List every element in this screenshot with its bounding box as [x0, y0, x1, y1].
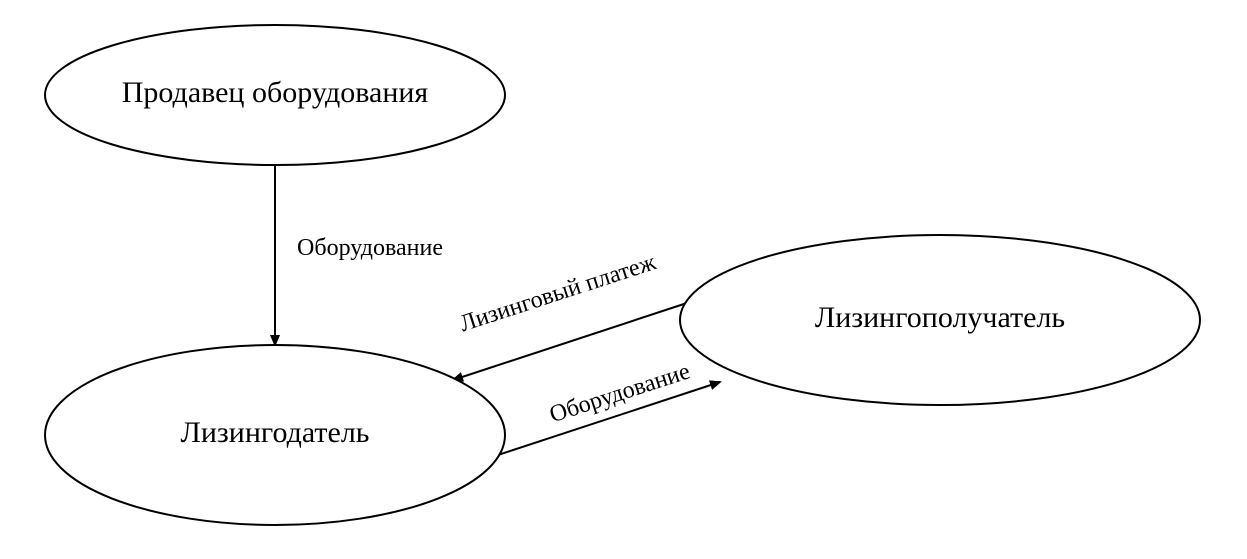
node-label-seller: Продавец оборудования: [122, 76, 429, 109]
leasing-diagram: Продавец оборудования Лизингодатель Лизинг…: [0, 0, 1247, 559]
node-label-lessor: Лизингодатель: [181, 416, 370, 449]
node-label-lessee: Лизингополучатель: [815, 301, 1065, 334]
edge-label-seller-to-lessor: Оборудование: [297, 235, 443, 261]
edge-label-lessee-to-lessor: Лизинговый платеж: [457, 249, 660, 337]
edge-label-lessor-to-lessee: Оборудование: [546, 358, 693, 428]
